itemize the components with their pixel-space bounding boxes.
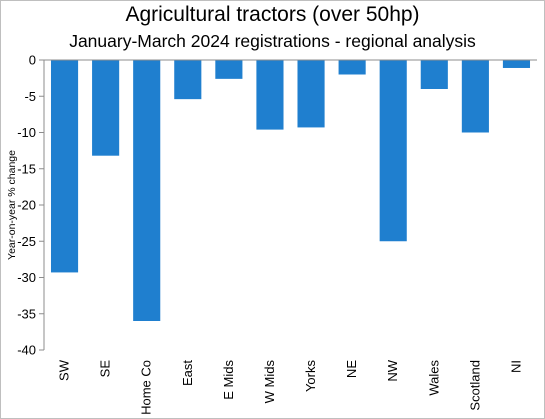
y-tick-label: -15 (17, 161, 36, 176)
chart-title: Agricultural tractors (over 50hp) (125, 3, 420, 26)
bar (92, 60, 120, 156)
y-tick-label: -20 (17, 198, 36, 213)
x-tick-label: W Mids (262, 360, 277, 404)
x-tick-label: Yorks (303, 360, 318, 393)
bar (297, 60, 325, 128)
y-tick-label: -35 (17, 306, 36, 321)
x-tick-label: Wales (426, 360, 441, 396)
x-tick-label: NW (385, 359, 400, 381)
bar (174, 60, 202, 100)
bar (133, 60, 161, 321)
y-tick-label: -10 (17, 125, 36, 140)
bar (256, 60, 284, 130)
y-tick-label: -30 (17, 270, 36, 285)
x-tick-label: NE (344, 360, 359, 378)
x-tick-label: East (180, 360, 195, 386)
bar (215, 60, 243, 79)
bar (338, 60, 366, 75)
bar (379, 60, 407, 242)
y-tick-label: -25 (17, 234, 36, 249)
x-tick-label: SW (57, 359, 72, 381)
x-tick-label: Scotland (467, 360, 482, 411)
bar (461, 60, 489, 133)
y-tick-label: -40 (17, 343, 36, 358)
x-tick-label: E Mids (221, 360, 236, 400)
bar (420, 60, 448, 89)
y-tick-label: -5 (24, 89, 36, 104)
x-tick-label: SE (98, 360, 113, 378)
x-tick-label: NI (508, 360, 523, 373)
chart-subtitle: January-March 2024 registrations - regio… (69, 31, 476, 51)
x-tick-label: Home Co (139, 360, 154, 415)
bar (502, 60, 531, 68)
y-tick-label: 0 (29, 53, 36, 68)
bar (50, 60, 79, 273)
